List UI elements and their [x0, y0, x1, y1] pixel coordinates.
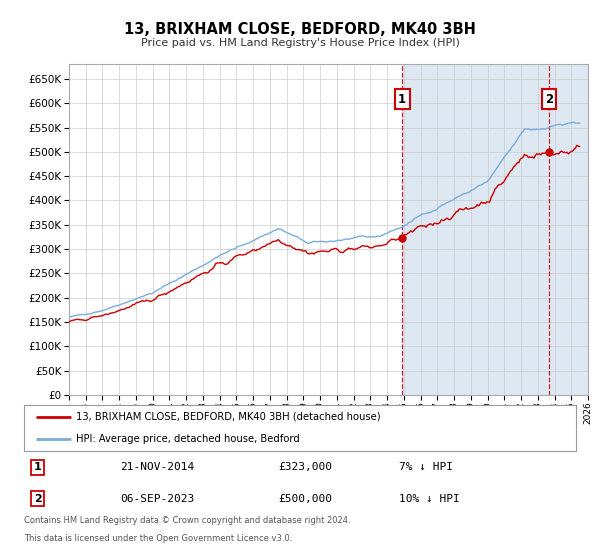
Text: £323,000: £323,000: [278, 462, 332, 472]
Text: 13, BRIXHAM CLOSE, BEDFORD, MK40 3BH: 13, BRIXHAM CLOSE, BEDFORD, MK40 3BH: [124, 22, 476, 38]
Text: HPI: Average price, detached house, Bedford: HPI: Average price, detached house, Bedf…: [76, 434, 300, 444]
Text: 2: 2: [545, 92, 553, 106]
Text: This data is licensed under the Open Government Licence v3.0.: This data is licensed under the Open Gov…: [24, 534, 292, 543]
Text: 10% ↓ HPI: 10% ↓ HPI: [400, 494, 460, 504]
Bar: [402, 64, 588, 395]
Text: £500,000: £500,000: [278, 494, 332, 504]
Text: 2: 2: [34, 494, 41, 504]
Text: 06-SEP-2023: 06-SEP-2023: [121, 494, 195, 504]
Text: Price paid vs. HM Land Registry's House Price Index (HPI): Price paid vs. HM Land Registry's House …: [140, 38, 460, 48]
Text: 7% ↓ HPI: 7% ↓ HPI: [400, 462, 454, 472]
Text: 13, BRIXHAM CLOSE, BEDFORD, MK40 3BH (detached house): 13, BRIXHAM CLOSE, BEDFORD, MK40 3BH (de…: [76, 412, 381, 422]
Text: 1: 1: [398, 92, 406, 106]
Text: 21-NOV-2014: 21-NOV-2014: [121, 462, 195, 472]
Text: Contains HM Land Registry data © Crown copyright and database right 2024.: Contains HM Land Registry data © Crown c…: [24, 516, 350, 525]
Text: 1: 1: [34, 462, 41, 472]
